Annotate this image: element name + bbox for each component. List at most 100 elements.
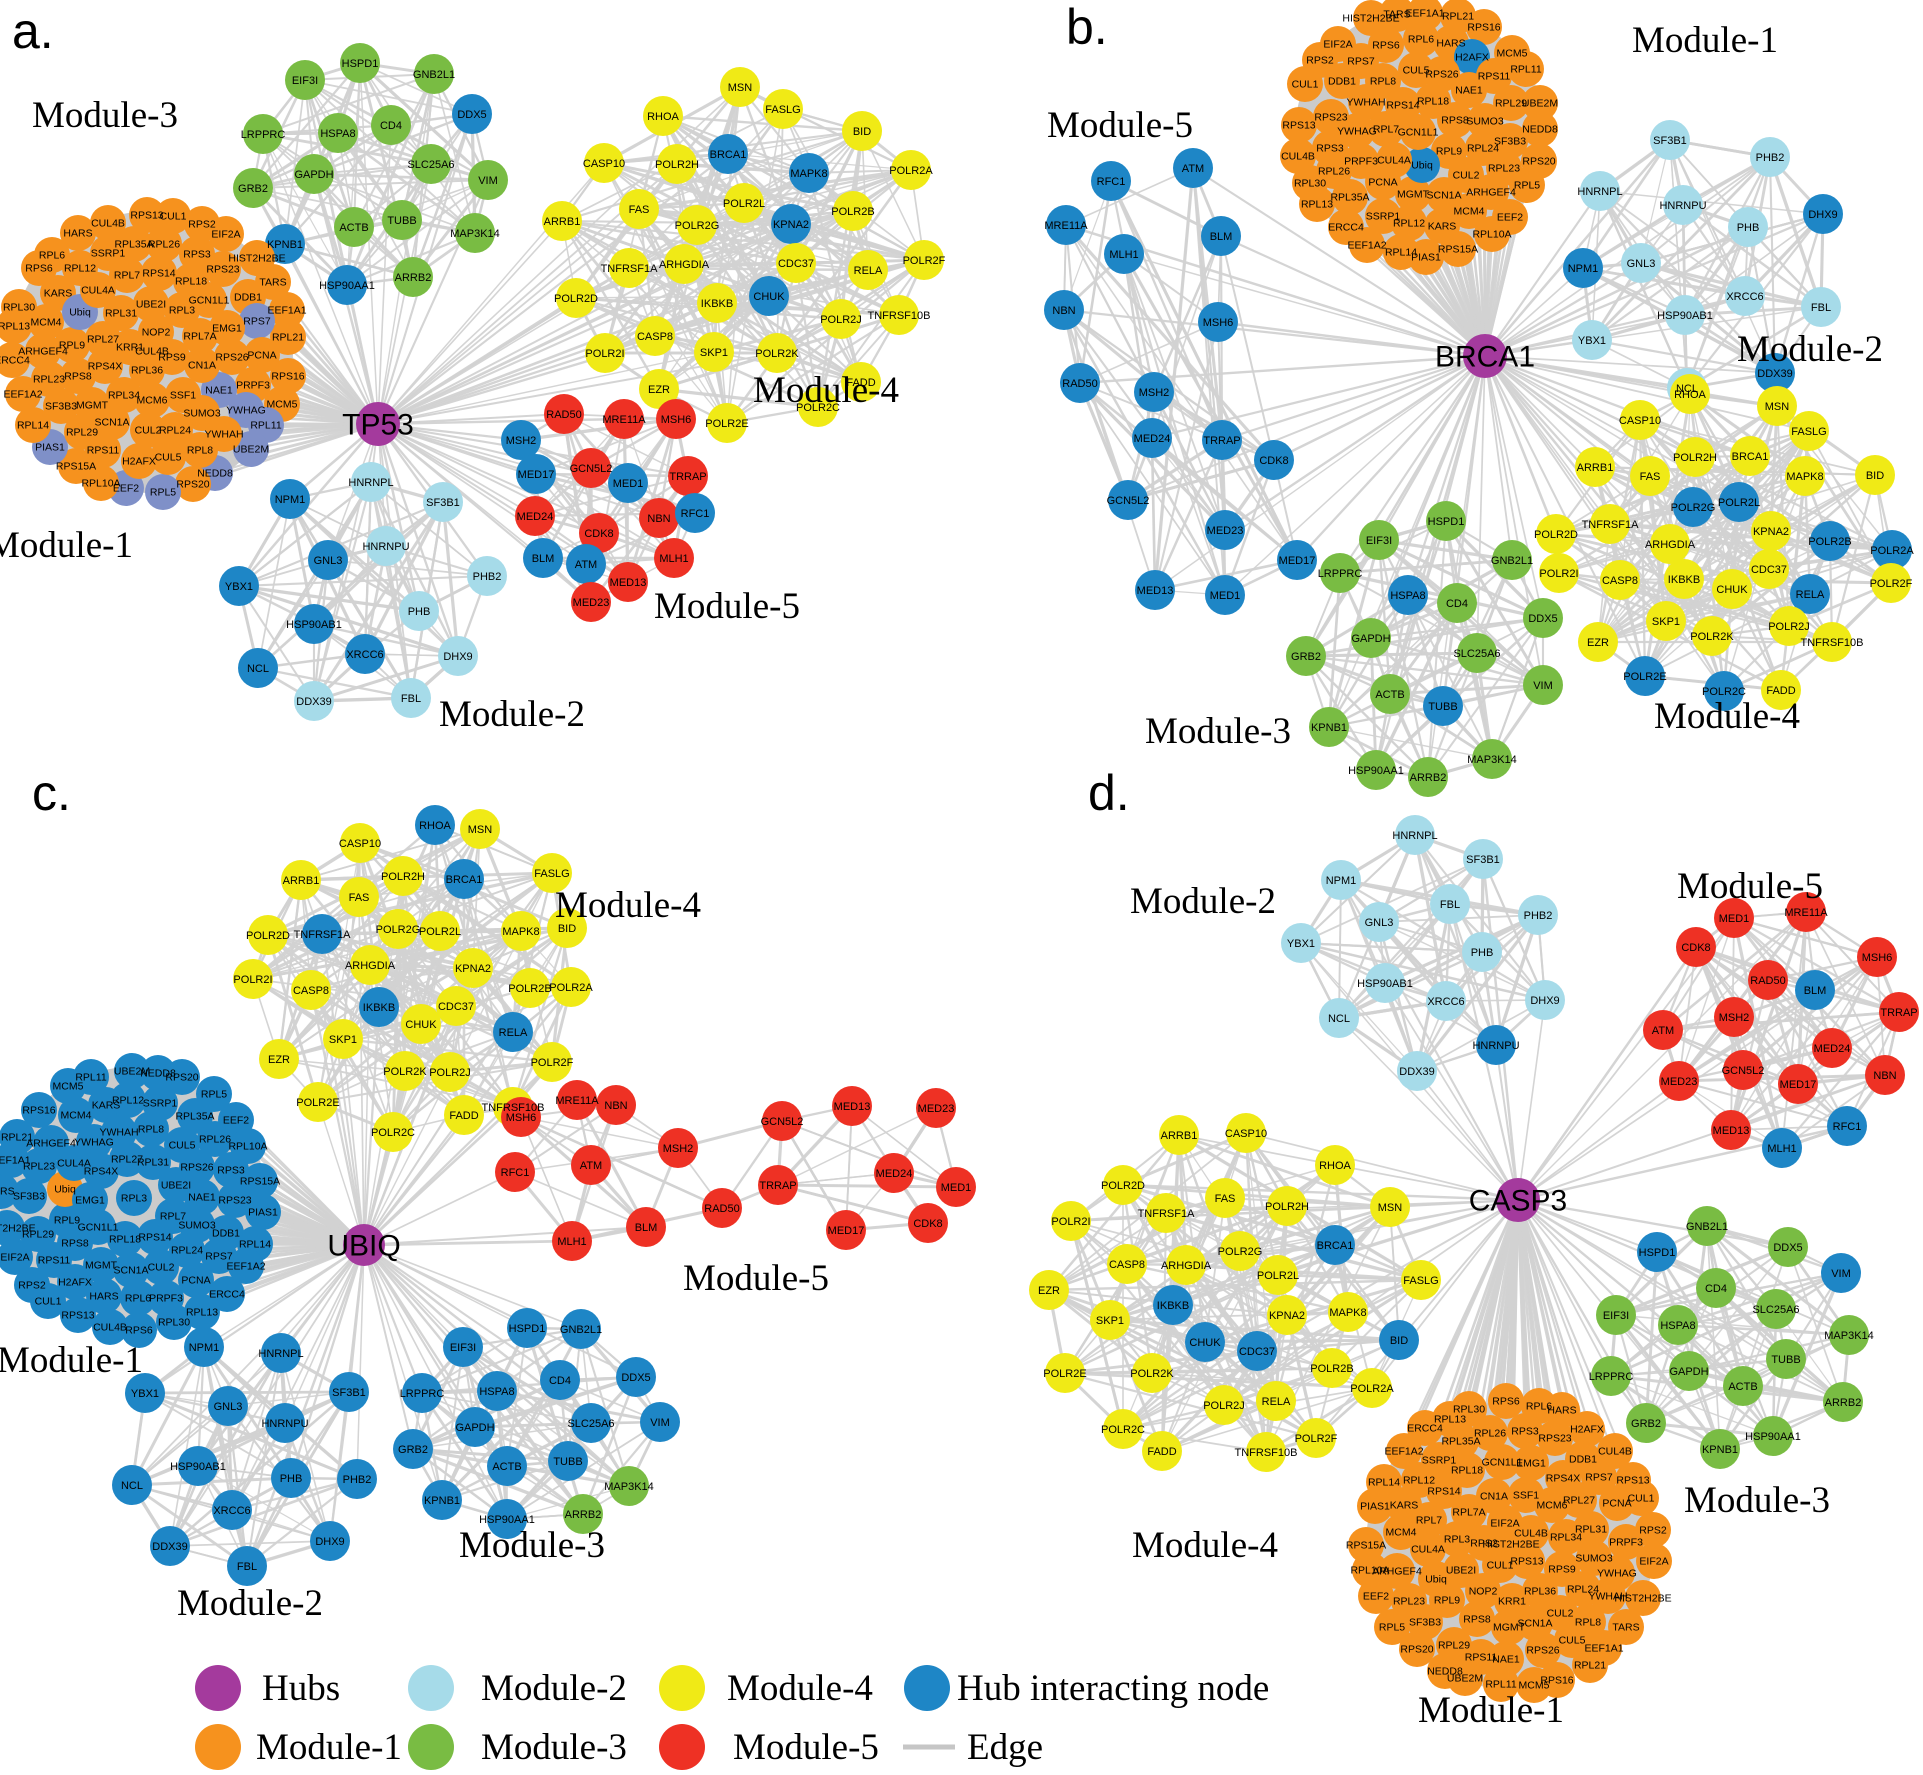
- svg-text:RPS3: RPS3: [183, 249, 211, 261]
- svg-text:RPL18: RPL18: [109, 1234, 141, 1246]
- svg-text:GNL3: GNL3: [1365, 917, 1394, 929]
- svg-text:NBN: NBN: [647, 513, 670, 525]
- svg-text:UBE2M: UBE2M: [233, 444, 269, 456]
- svg-text:RPL3: RPL3: [1444, 1534, 1470, 1546]
- svg-text:CDC37: CDC37: [1751, 564, 1787, 576]
- svg-text:RPL23: RPL23: [33, 374, 65, 386]
- svg-text:SSRP1: SSRP1: [91, 248, 126, 260]
- svg-text:HSPD1: HSPD1: [1428, 516, 1465, 528]
- svg-text:RPS7: RPS7: [1585, 1472, 1613, 1484]
- svg-text:RPL13: RPL13: [186, 1307, 218, 1319]
- svg-text:RPL30: RPL30: [1294, 178, 1326, 190]
- svg-text:MED24: MED24: [1814, 1043, 1851, 1055]
- svg-text:HNRNPL: HNRNPL: [348, 477, 393, 489]
- svg-text:POLR2H: POLR2H: [1265, 1201, 1309, 1213]
- svg-text:BLM: BLM: [1804, 985, 1827, 997]
- svg-text:SSF1: SSF1: [1513, 1490, 1539, 1502]
- svg-text:POLR2E: POLR2E: [296, 1097, 339, 1109]
- svg-text:DDX39: DDX39: [152, 1541, 187, 1553]
- svg-text:UBE2I: UBE2I: [161, 1180, 191, 1192]
- svg-text:CUL5: CUL5: [155, 452, 182, 464]
- svg-text:d.: d.: [1088, 765, 1130, 821]
- svg-text:RPL7: RPL7: [160, 1211, 186, 1223]
- svg-text:MED13: MED13: [610, 577, 647, 589]
- svg-text:SLC25A6: SLC25A6: [1752, 1304, 1799, 1316]
- svg-text:POLR2D: POLR2D: [246, 930, 290, 942]
- svg-text:CUL4B: CUL4B: [93, 1322, 127, 1334]
- svg-text:PIAS1: PIAS1: [1360, 1501, 1390, 1513]
- svg-text:TNFRSF1A: TNFRSF1A: [601, 263, 659, 275]
- svg-text:PHB2: PHB2: [343, 1474, 372, 1486]
- svg-text:BRCA1: BRCA1: [710, 149, 747, 161]
- svg-text:CHUK: CHUK: [1716, 584, 1748, 596]
- svg-text:NAE1: NAE1: [1492, 1654, 1520, 1666]
- svg-text:RPS15A: RPS15A: [1438, 244, 1478, 256]
- svg-text:SF3B1: SF3B1: [332, 1387, 366, 1399]
- svg-text:KRR1: KRR1: [116, 342, 144, 354]
- svg-text:PCNA: PCNA: [181, 1275, 210, 1287]
- svg-text:RPL29: RPL29: [1438, 1640, 1470, 1652]
- svg-text:MCM4: MCM4: [1386, 1527, 1417, 1539]
- svg-text:RPL13: RPL13: [1434, 1414, 1466, 1426]
- svg-text:RPS3: RPS3: [1511, 1426, 1539, 1438]
- svg-text:XRCC6: XRCC6: [346, 649, 383, 661]
- svg-text:EZR: EZR: [1587, 637, 1609, 649]
- svg-text:TARS: TARS: [259, 277, 286, 289]
- svg-text:DHX9: DHX9: [1808, 209, 1837, 221]
- svg-text:HSPD1: HSPD1: [509, 1323, 546, 1335]
- svg-text:HARS: HARS: [1547, 1405, 1576, 1417]
- svg-text:DDB1: DDB1: [1569, 1454, 1597, 1466]
- svg-text:RPL21: RPL21: [1, 1132, 33, 1144]
- svg-text:GRB2: GRB2: [238, 183, 268, 195]
- svg-text:BRCA1: BRCA1: [1732, 451, 1769, 463]
- svg-text:EIF3I: EIF3I: [1366, 535, 1392, 547]
- svg-text:MSH2: MSH2: [1139, 387, 1170, 399]
- svg-text:RPS3: RPS3: [1316, 143, 1344, 155]
- svg-text:SF3B1: SF3B1: [1466, 854, 1500, 866]
- svg-text:MCM5: MCM5: [1519, 1680, 1550, 1692]
- svg-text:ATM: ATM: [575, 559, 597, 571]
- svg-text:HNRNPL: HNRNPL: [1577, 186, 1622, 198]
- svg-text:SF3B1: SF3B1: [426, 497, 460, 509]
- svg-text:MED23: MED23: [1207, 525, 1244, 537]
- svg-text:CUL4A: CUL4A: [1411, 1544, 1445, 1556]
- svg-text:RPL13: RPL13: [0, 321, 30, 333]
- svg-text:TP53: TP53: [342, 409, 414, 442]
- svg-text:RPL30: RPL30: [1453, 1404, 1485, 1416]
- svg-text:EEF1A2: EEF1A2: [1384, 1446, 1423, 1458]
- svg-text:LRPPRC: LRPPRC: [1318, 568, 1363, 580]
- svg-text:Module-4: Module-4: [753, 370, 899, 411]
- svg-text:MAPK8: MAPK8: [1329, 1307, 1366, 1319]
- svg-text:MGMT: MGMT: [76, 400, 109, 412]
- svg-text:POLR2B: POLR2B: [508, 983, 551, 995]
- svg-text:EIF2A: EIF2A: [1323, 39, 1352, 51]
- svg-text:Module-3: Module-3: [32, 95, 178, 136]
- svg-text:PCNA: PCNA: [247, 350, 276, 362]
- svg-text:MSH6: MSH6: [1862, 952, 1893, 964]
- svg-text:RPS2: RPS2: [18, 1280, 46, 1292]
- svg-text:MCM5: MCM5: [1497, 48, 1528, 60]
- svg-text:EEF2: EEF2: [1363, 1591, 1389, 1603]
- svg-text:RPS6: RPS6: [1492, 1396, 1520, 1408]
- svg-text:Ubiq: Ubiq: [54, 1184, 76, 1196]
- svg-text:SF3B3: SF3B3: [13, 1191, 45, 1203]
- svg-text:HIST2H2BE: HIST2H2BE: [1614, 1593, 1671, 1605]
- svg-text:GAPDH: GAPDH: [455, 1422, 494, 1434]
- svg-text:CN1A: CN1A: [1480, 1491, 1508, 1503]
- svg-text:MSH2: MSH2: [663, 1143, 694, 1155]
- svg-text:RPL11: RPL11: [1485, 1679, 1516, 1691]
- svg-text:TNFRSF10B: TNFRSF10B: [868, 310, 931, 322]
- svg-text:POLR2I: POLR2I: [585, 348, 624, 360]
- svg-text:RPL21: RPL21: [272, 332, 304, 344]
- svg-text:Module-2: Module-2: [439, 694, 585, 735]
- svg-text:MSN: MSN: [728, 82, 753, 94]
- svg-text:VIM: VIM: [478, 175, 498, 187]
- svg-text:HSP90AA1: HSP90AA1: [1348, 765, 1404, 777]
- svg-text:TUBB: TUBB: [1428, 701, 1457, 713]
- svg-text:CDC37: CDC37: [1239, 1346, 1275, 1358]
- svg-text:CUL4A: CUL4A: [81, 285, 115, 297]
- svg-text:CASP8: CASP8: [637, 331, 673, 343]
- svg-text:RFC1: RFC1: [501, 1167, 530, 1179]
- svg-text:POLR2B: POLR2B: [831, 206, 874, 218]
- svg-text:RPL31: RPL31: [105, 308, 137, 320]
